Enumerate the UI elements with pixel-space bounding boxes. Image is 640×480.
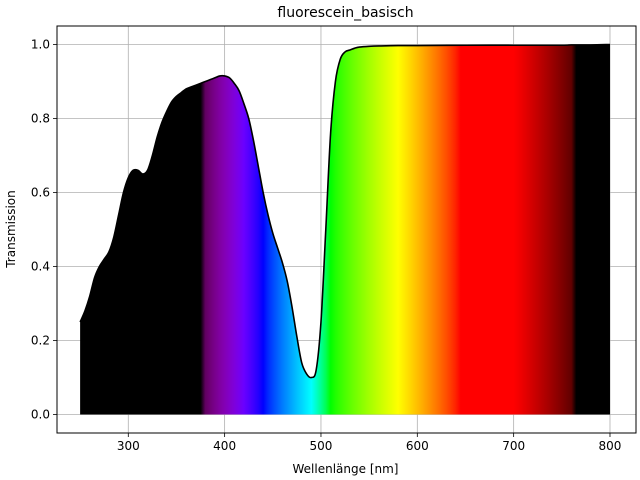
y-tick-label: 0.4	[31, 260, 50, 274]
y-tick-label: 0.6	[31, 186, 50, 200]
y-tick-label: 1.0	[31, 38, 50, 52]
y-tick-label: 0.8	[31, 112, 50, 126]
x-tick-label: 600	[406, 439, 429, 453]
x-axis-ticks: 300 400 500 600 700 800	[117, 433, 622, 453]
plot-frame	[56, 25, 637, 434]
x-tick-label: 700	[502, 439, 525, 453]
chart-title: fluorescein_basisch	[277, 5, 413, 21]
x-tick-label: 500	[310, 439, 333, 453]
series-line-transmission	[79, 43, 611, 379]
spectrum-fill-area	[80, 44, 610, 415]
x-axis-label: Wellenlänge [nm]	[293, 462, 399, 476]
x-tick-label: 400	[213, 439, 236, 453]
y-tick-label: 0.0	[31, 408, 50, 422]
y-axis-label: Transmission	[4, 190, 18, 269]
y-axis-ticks: 0.0 0.2 0.4 0.6 0.8 1.0	[31, 38, 57, 422]
x-tick-label: 300	[117, 439, 140, 453]
x-tick-label: 800	[599, 439, 622, 453]
y-tick-label: 0.2	[31, 334, 50, 348]
